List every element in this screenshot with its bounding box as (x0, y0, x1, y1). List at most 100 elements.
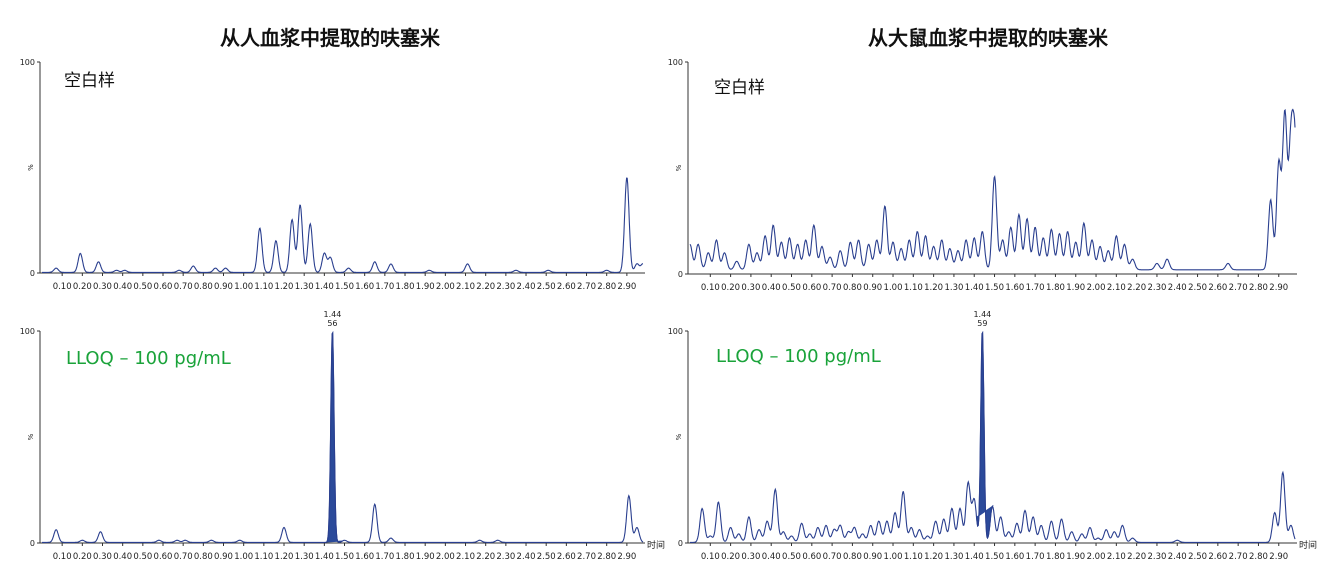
x-tick-label: 2.60 (1208, 283, 1227, 293)
x-tick-label: 0.70 (823, 552, 842, 562)
peak-time-label: 1.44 (973, 310, 991, 319)
x-tick-label: 0.30 (93, 552, 112, 562)
x-tick-label: 0.10 (701, 283, 720, 293)
x-tick-label: 1.00 (884, 552, 903, 562)
x-tick-label: 0.90 (214, 552, 233, 562)
x-tick-label: 2.20 (476, 282, 495, 292)
blank-annotation: 空白样 (714, 78, 765, 98)
y-tick-label: 0 (30, 539, 35, 548)
x-tick-label: 2.70 (1229, 283, 1248, 293)
x-tick-label: 1.30 (295, 282, 314, 292)
x-tick-label: 2.40 (1168, 552, 1187, 562)
x-tick-label: 1.10 (254, 552, 273, 562)
x-tick-label: 1.40 (965, 283, 984, 293)
x-tick-label: 2.20 (476, 552, 495, 562)
x-tick-label: 0.80 (194, 552, 213, 562)
y-axis-label: % (27, 164, 35, 171)
y-tick-label: 100 (668, 327, 683, 336)
x-tick-label: 0.60 (154, 552, 173, 562)
x-tick-label: 2.30 (1147, 552, 1166, 562)
x-tick-label: 1.50 (335, 282, 354, 292)
x-tick-label: 1.50 (335, 552, 354, 562)
x-tick-label: 0.40 (113, 552, 132, 562)
x-tick-label: 0.70 (174, 552, 193, 562)
x-tick-label: 0.20 (721, 552, 740, 562)
x-tick-label: 2.90 (617, 282, 636, 292)
x-tick-label: 0.60 (802, 283, 821, 293)
x-tick-label: 2.30 (496, 282, 515, 292)
x-axis-label: 时间 (647, 539, 665, 551)
x-tick-label: 0.70 (823, 283, 842, 293)
x-tick-label: 2.90 (1269, 552, 1288, 562)
x-tick-label: 1.20 (275, 282, 294, 292)
x-tick-label: 1.80 (1046, 283, 1065, 293)
x-tick-label: 1.70 (1026, 283, 1045, 293)
peak-time-label: 1.44 (324, 310, 342, 319)
x-tick-label: 1.00 (884, 283, 903, 293)
x-tick-label: 0.60 (802, 552, 821, 562)
x-tick-label: 0.40 (762, 552, 781, 562)
y-axis-label: % (675, 164, 683, 171)
x-tick-label: 2.90 (617, 552, 636, 562)
x-tick-label: 2.10 (1107, 283, 1126, 293)
x-tick-label: 2.50 (537, 282, 556, 292)
chromatogram-trace (689, 108, 1296, 271)
x-tick-label: 0.10 (53, 552, 72, 562)
y-axis-label: % (27, 433, 35, 440)
x-tick-label: 1.50 (985, 552, 1004, 562)
x-tick-label: 0.30 (93, 282, 112, 292)
x-tick-label: 1.10 (254, 282, 273, 292)
lloq-annotation: LLOQ – 100 pg/mL (66, 348, 231, 369)
x-tick-label: 2.80 (1249, 283, 1268, 293)
x-tick-label: 1.00 (234, 282, 253, 292)
blank-annotation: 空白样 (64, 71, 115, 91)
chart-panel-bottom-left: 0 100% 0.10 0.20 0.30 0.40 0.50 0.60 0.70 0.80 0.9… (20, 310, 665, 562)
chart-panel-top-left: 0 100% 0.10 0.20 0.30 0.40 0.50 0.60 0.70 0.80 0.9… (20, 58, 645, 292)
x-tick-label: 1.50 (985, 283, 1004, 293)
x-tick-label: 1.30 (295, 552, 314, 562)
x-tick-label: 1.80 (1046, 552, 1065, 562)
x-tick-label: 2.90 (1269, 283, 1288, 293)
x-tick-label: 2.30 (1147, 283, 1166, 293)
x-tick-label: 2.80 (597, 552, 616, 562)
x-tick-label: 2.30 (496, 552, 515, 562)
y-tick-label: 0 (678, 539, 683, 548)
x-tick-label: 2.00 (436, 552, 455, 562)
chromatogram-trace (42, 177, 644, 273)
title-right: 从大鼠血浆中提取的呋塞米 (868, 26, 1108, 50)
x-tick-label: 2.70 (1229, 552, 1248, 562)
x-tick-label: 1.30 (944, 283, 963, 293)
x-tick-label: 2.10 (456, 552, 475, 562)
x-tick-label: 2.20 (1127, 283, 1146, 293)
x-tick-label: 2.10 (1107, 552, 1126, 562)
x-tick-label: 0.90 (863, 552, 882, 562)
x-tick-label: 2.50 (1188, 283, 1207, 293)
x-tick-label: 0.30 (741, 552, 760, 562)
x-tick-label: 2.20 (1127, 552, 1146, 562)
x-tick-label: 0.80 (194, 282, 213, 292)
x-tick-label: 0.40 (113, 282, 132, 292)
y-axis-label: % (675, 433, 683, 440)
x-tick-label: 0.20 (721, 283, 740, 293)
x-tick-label: 0.50 (782, 552, 801, 562)
x-tick-label: 0.10 (53, 282, 72, 292)
x-tick-label: 1.90 (1066, 552, 1085, 562)
x-tick-label: 2.80 (597, 282, 616, 292)
chromatogram-trace (42, 330, 644, 543)
x-tick-label: 1.70 (375, 552, 394, 562)
x-tick-label: 2.70 (577, 552, 596, 562)
peak-area-label: 56 (327, 319, 337, 328)
x-tick-label: 2.80 (1249, 552, 1268, 562)
x-tick-label: 1.20 (924, 552, 943, 562)
x-tick-label: 1.60 (355, 282, 374, 292)
x-tick-label: 1.80 (396, 282, 415, 292)
chart-panel-top-right: 0 100% 0.10 0.20 0.30 0.40 0.50 0.60 0.70 0.80 0.9… (668, 58, 1297, 293)
y-tick-label: 0 (678, 270, 683, 279)
x-tick-label: 1.40 (315, 282, 334, 292)
x-tick-label: 0.80 (843, 552, 862, 562)
x-tick-label: 1.90 (416, 552, 435, 562)
x-tick-label: 2.60 (557, 282, 576, 292)
x-tick-label: 2.70 (577, 282, 596, 292)
x-tick-label: 1.20 (275, 552, 294, 562)
